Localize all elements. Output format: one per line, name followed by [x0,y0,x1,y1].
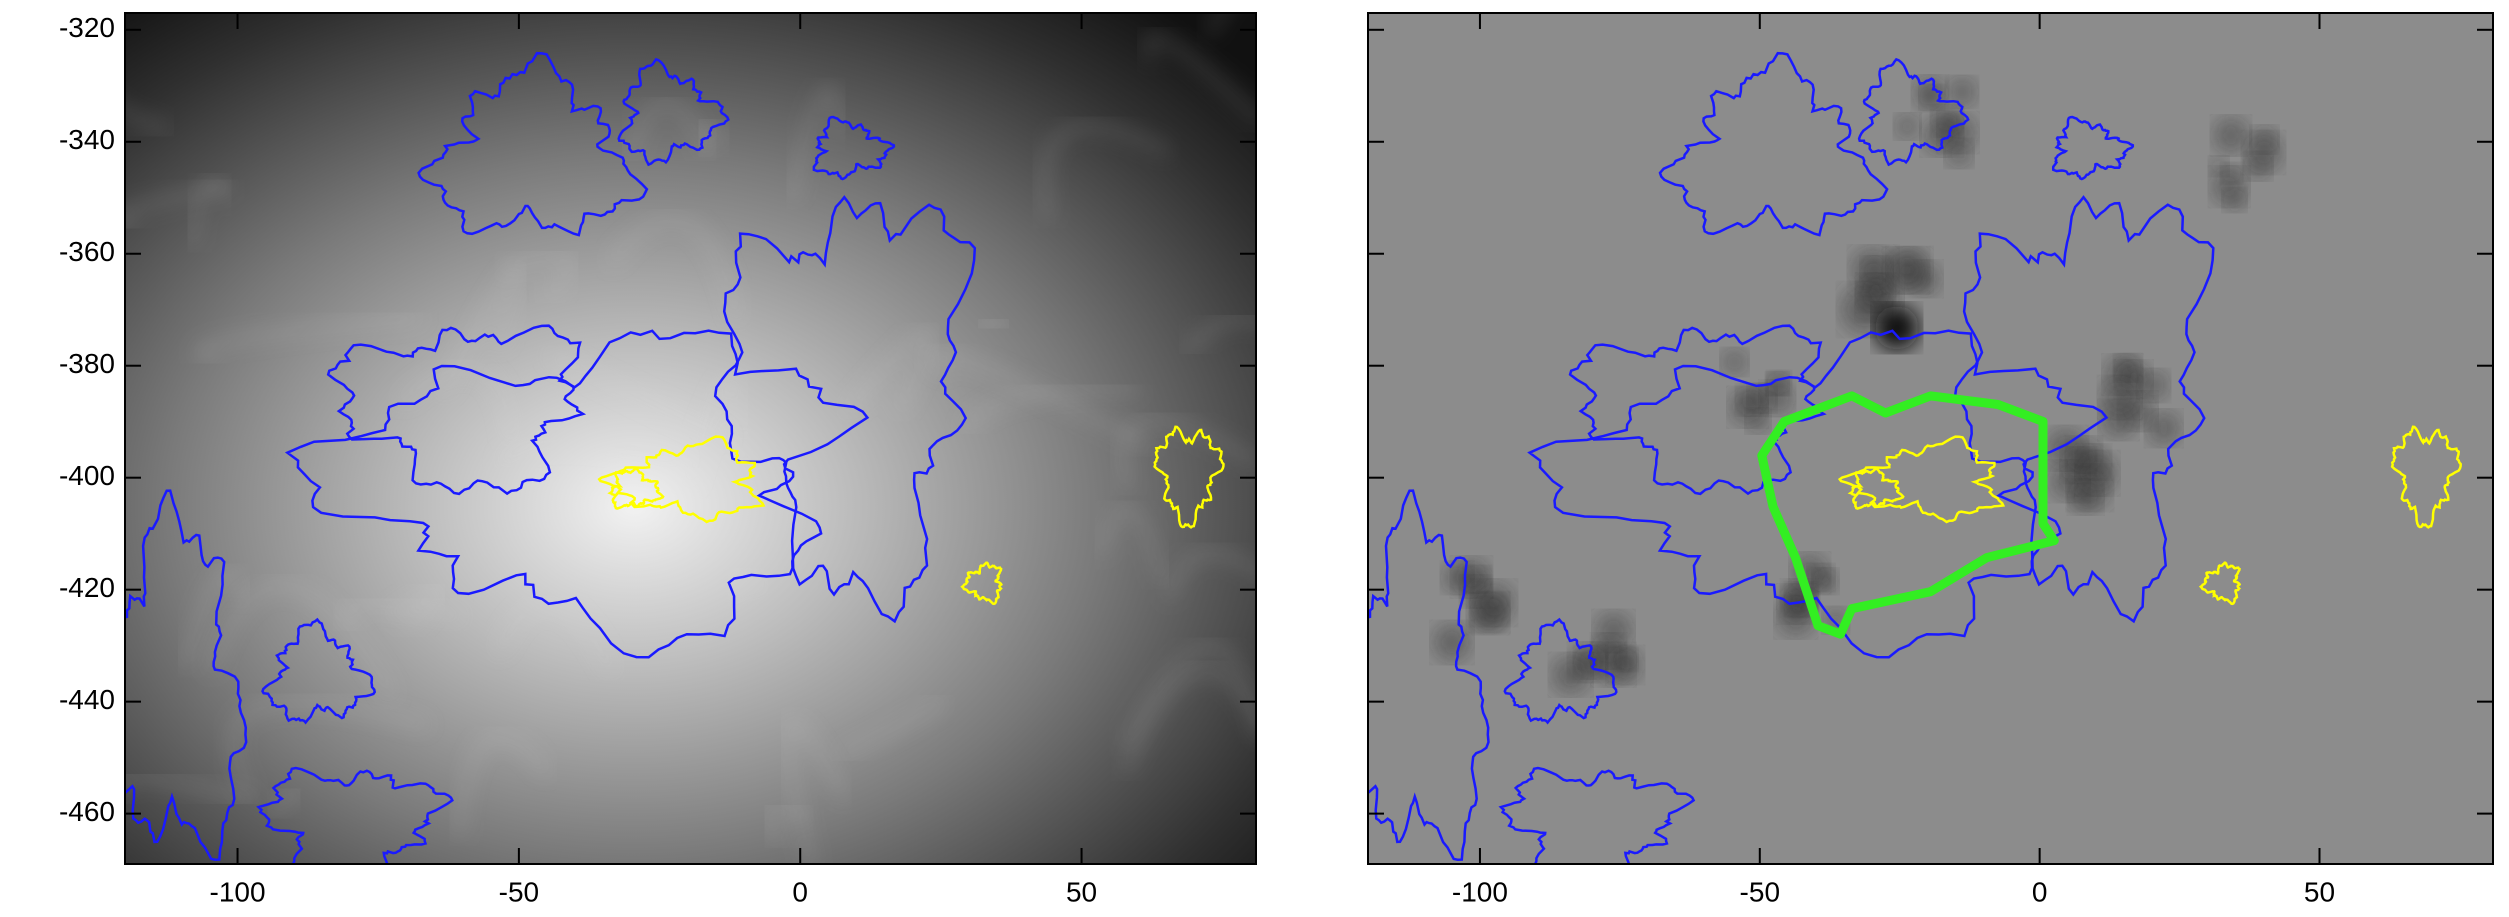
flux-patch [1886,250,1927,291]
flux-patch [2101,378,2139,416]
flux-patch [2222,164,2242,184]
x-tick-label: 0 [792,876,808,907]
x-tick-label: -100 [210,876,266,907]
y-tick-label: -380 [59,348,115,379]
flux-patch [1551,656,1590,695]
y-tick-label: -340 [59,124,115,155]
flux-patch [1433,623,1471,661]
flux-patch [1737,386,1765,414]
flux-patch [1946,140,1972,166]
panel-image [1325,13,2493,889]
flux-patch [1858,276,1892,310]
x-tick-label: -100 [1452,876,1508,907]
y-tick-label: -420 [59,572,115,603]
panel-image [82,0,1353,889]
flux-patch [2068,438,2100,470]
flux-patch [1895,115,1919,139]
flux-patch [2245,133,2283,171]
y-tick-label: -360 [59,236,115,267]
figure: -100 -50 0 50 -460 -440 -420 -400 -380 -360 -340 -3… [0,0,2509,912]
x-tick-label: 0 [2032,876,2048,907]
y-tick-label: -320 [59,12,115,43]
y-tick-label: -440 [59,684,115,715]
flux-patch [1933,106,1962,135]
x-tick-label: 50 [1066,876,1097,907]
flux-patch [2224,189,2246,211]
sunspot [1875,306,1919,350]
flux-patch [2213,118,2248,153]
flux-patch [1453,559,1489,595]
x-tick-label: -50 [1740,876,1780,907]
flux-patch [1616,649,1637,670]
flux-patch [1722,349,1748,375]
x-tick-label: -50 [499,876,539,907]
y-tick-label: -460 [59,796,115,827]
y-tick-label: -400 [59,460,115,491]
flux-patch [2147,412,2180,445]
flux-patch [1814,569,1838,593]
x-tick-label: 50 [2304,876,2335,907]
euv-image [125,13,1256,864]
